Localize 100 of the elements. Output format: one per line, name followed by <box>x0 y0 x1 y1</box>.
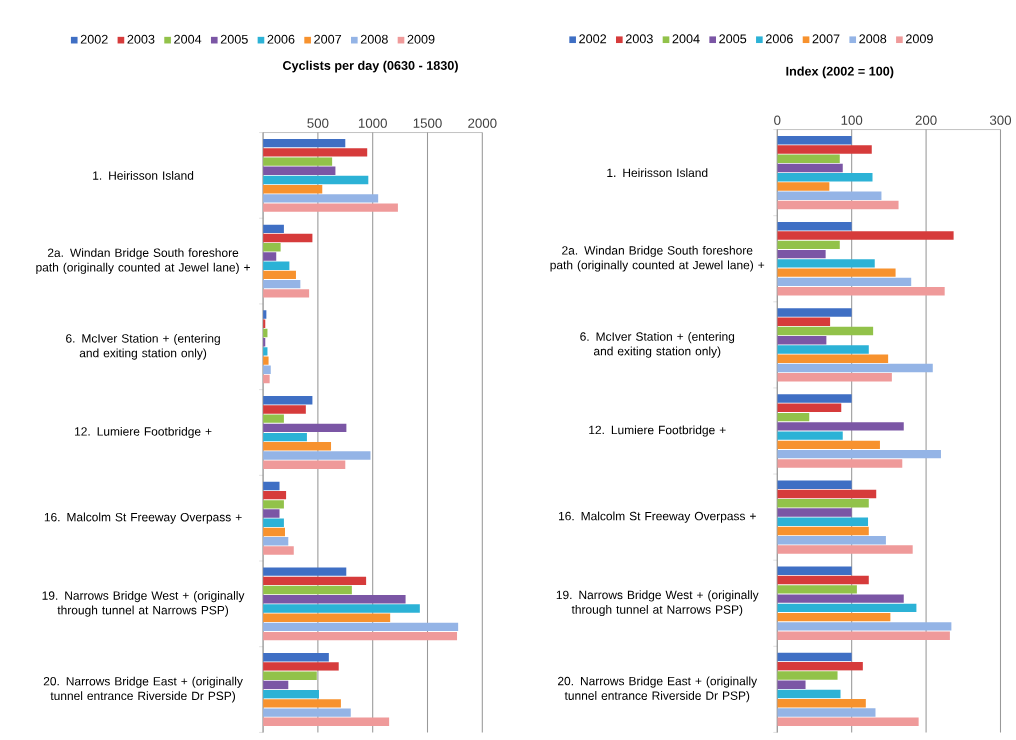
bar <box>777 489 877 499</box>
bar <box>777 603 917 612</box>
bar <box>263 499 284 509</box>
bar <box>263 490 287 500</box>
y-tick-label: 19. Narrows Bridge West + (originally through tunnel at Narrows PSP) <box>556 590 759 616</box>
bar <box>263 613 391 622</box>
bar <box>263 157 333 166</box>
x-axis-title: Cyclists per day (0630 - 1830) <box>282 60 458 73</box>
bar <box>263 423 347 432</box>
bar <box>777 535 886 545</box>
bar <box>263 460 346 469</box>
x-tick-label: 300 <box>989 115 1012 125</box>
bar <box>263 451 371 460</box>
bar <box>263 138 346 148</box>
y-tick-label: 16. Malcolm St Freeway Overpass + <box>558 511 756 523</box>
legend-label: 2009 <box>906 34 933 44</box>
bar <box>777 689 841 699</box>
bar <box>263 680 289 689</box>
y-tick-label: 12. Lumiere Footbridge + <box>589 425 726 437</box>
bar <box>777 163 843 173</box>
bar <box>777 652 852 662</box>
bar <box>263 414 284 423</box>
legend-label: 2006 <box>267 34 295 44</box>
y-tick-label: 2a. Windan Bridge South foreshore path (originally counted at Jewel lane) + <box>36 248 250 274</box>
bar <box>263 652 329 662</box>
x-tick-label: 100 <box>841 115 863 125</box>
legend-label: 2007 <box>812 34 840 44</box>
bar <box>263 279 301 289</box>
bar <box>777 286 945 296</box>
y-tick-label: 1. Heirisson Island <box>607 168 708 177</box>
bar <box>263 671 317 680</box>
bar <box>777 480 852 489</box>
bar <box>263 261 290 270</box>
bar <box>263 233 313 243</box>
x-tick-label: 1500 <box>413 118 442 128</box>
bar <box>263 604 420 613</box>
bar <box>777 661 863 671</box>
x-axis-title: Index (2002 = 100) <box>786 66 894 78</box>
bar <box>263 622 459 631</box>
bar <box>263 356 269 365</box>
bar <box>777 345 869 354</box>
bar <box>263 527 285 537</box>
bar <box>777 526 869 536</box>
bar <box>777 172 873 182</box>
legend-label: 2004 <box>672 34 700 44</box>
bar <box>263 536 289 546</box>
legend-label: 2003 <box>127 34 155 44</box>
bar <box>777 258 875 268</box>
bar <box>777 517 869 526</box>
legend-label: 2004 <box>174 34 202 44</box>
bar <box>263 631 458 641</box>
legend-label: 2005 <box>220 34 248 44</box>
legend-label: 2008 <box>859 34 887 44</box>
legend-label: 2007 <box>314 34 342 44</box>
legend-label: 2002 <box>579 34 607 44</box>
bar <box>263 252 277 261</box>
x-tick-label: 500 <box>307 118 329 128</box>
bar <box>777 249 826 259</box>
bar <box>777 372 892 382</box>
bar <box>777 145 872 154</box>
bar <box>263 585 352 595</box>
bar <box>263 546 294 555</box>
bar <box>777 431 843 440</box>
bar <box>777 698 866 708</box>
y-tick-label: 6. McIver Station + (entering and exiting station only) <box>580 331 735 358</box>
bar <box>777 421 904 431</box>
bar <box>777 240 840 249</box>
bar <box>777 584 857 594</box>
bar <box>777 575 869 585</box>
y-tick-label: 12. Lumiere Footbridge + <box>75 426 212 438</box>
bar <box>777 154 840 163</box>
y-tick-label: 6. McIver Station + (entering and exiting station only) <box>66 333 220 360</box>
legend-label: 2006 <box>765 34 793 44</box>
bar <box>777 317 831 326</box>
bar <box>263 432 307 442</box>
bar <box>777 182 830 191</box>
bar <box>777 508 852 517</box>
legend-label: 2009 <box>407 34 435 44</box>
bar <box>263 441 332 451</box>
bar <box>777 680 806 689</box>
legend-label: 2005 <box>719 34 747 44</box>
bar <box>263 184 323 194</box>
x-tick-label: 0 <box>774 115 781 125</box>
bar <box>263 509 280 518</box>
bar <box>777 612 891 622</box>
bar <box>777 308 852 317</box>
bar <box>777 671 838 680</box>
bar <box>263 518 284 527</box>
x-tick-label: 200 <box>915 115 937 125</box>
legend-label: 2002 <box>80 34 108 44</box>
bar <box>263 194 379 203</box>
bar <box>777 200 899 210</box>
bar <box>263 481 280 490</box>
bar <box>263 699 341 708</box>
bar <box>777 498 869 508</box>
x-tick-label: 1000 <box>358 118 387 128</box>
bar <box>263 147 368 157</box>
y-tick-label: 1. Heirisson Island <box>93 170 194 180</box>
bar <box>777 717 919 726</box>
bar <box>263 175 369 185</box>
